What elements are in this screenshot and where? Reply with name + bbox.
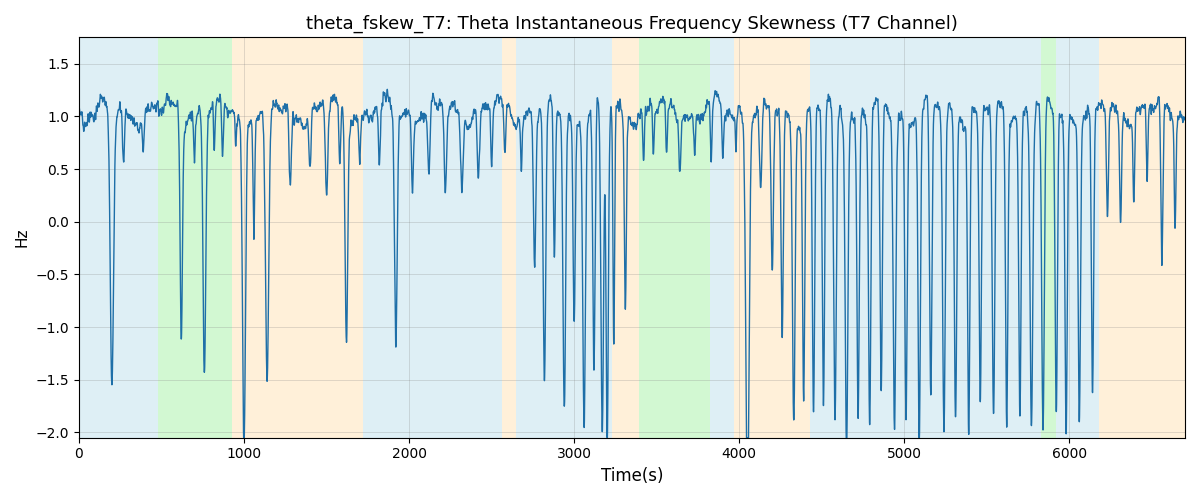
Bar [709,38,734,438]
Bar [516,38,612,438]
Bar [810,38,1042,438]
Bar [1042,38,1056,438]
Bar [1099,38,1186,438]
X-axis label: Time(s): Time(s) [601,467,664,485]
Bar [612,38,638,438]
Bar [502,38,516,438]
Bar [638,38,709,438]
Bar [158,38,233,438]
Bar [233,38,362,438]
Bar [362,38,502,438]
Y-axis label: Hz: Hz [14,228,30,248]
Bar [1056,38,1099,438]
Title: theta_fskew_T7: Theta Instantaneous Frequency Skewness (T7 Channel): theta_fskew_T7: Theta Instantaneous Freq… [306,15,958,34]
Bar [79,38,158,438]
Bar [734,38,810,438]
